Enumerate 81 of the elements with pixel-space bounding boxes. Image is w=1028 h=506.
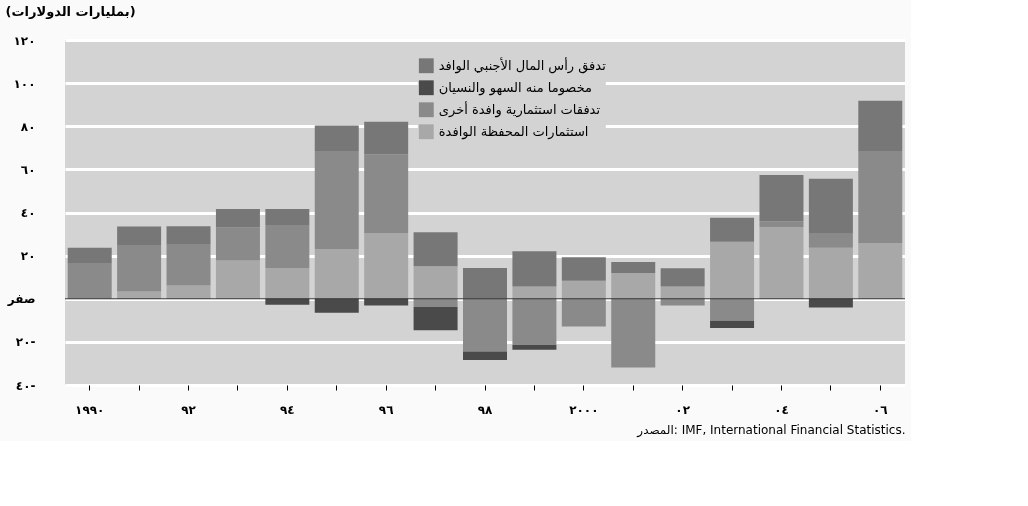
bar [660,268,705,287]
bar [413,266,458,299]
legend-label: مخصوما منه السهو والنسيان [438,79,592,96]
bar [710,217,755,242]
bar [561,298,606,327]
y-tick-label: ١٠٠ [13,76,36,91]
bar [858,151,903,243]
bar [314,125,359,152]
x-tick-label: ٩٦ [378,402,394,417]
bar [660,286,705,299]
bar [463,298,507,352]
y-axis-title: (بمليارات الدولارات) [5,3,136,19]
bar [858,242,903,299]
bar [166,244,211,286]
bar [364,121,409,155]
y-tick-label: ٢٠ [20,249,36,264]
bar [808,247,853,299]
bar [117,245,162,292]
bar [265,225,310,269]
x-tick-label: ٢٠٠٠ [569,402,599,417]
x-tick-label: ٩٨ [477,402,493,417]
bar [759,227,804,299]
x-tick-label: ٠٢ [675,402,691,417]
y-tick-label: صفر [6,292,36,307]
x-tick-label: ٠٤ [774,402,789,417]
bar [117,291,162,299]
bar [710,320,755,329]
x-tick-label: ٩٢ [181,402,197,417]
bar [215,227,260,261]
bar [808,233,853,248]
bar [265,298,310,305]
bar [265,209,310,226]
legend-label: تدفقات استثمارية وافدة أخرى [438,100,601,118]
bar [512,344,557,350]
bar [364,154,409,233]
bar [858,100,903,152]
y-tick-label: ١٢٠ [13,33,36,48]
y-tick-label: ٤٠- [15,378,36,393]
bar [314,298,359,313]
bar [561,280,606,299]
bar [364,298,409,306]
legend-label: تدفق رأس المال الأجنبي الوافد [438,56,607,74]
bar [166,226,211,245]
bar [215,260,260,299]
bar [512,251,557,287]
bar [413,306,458,331]
bar [67,263,112,299]
y-tick-label: ٤٠ [20,206,36,220]
bar [710,241,755,299]
bar [314,248,359,299]
bar [463,351,507,360]
bar [117,226,162,246]
legend-label: استثمارات المحفظة الوافدة [438,123,589,140]
bar [413,232,458,267]
y-tick-label: ٨٠ [20,119,36,134]
bar [166,285,211,299]
x-tick-label: ٩٤ [280,402,295,417]
bar [265,268,310,299]
bar [67,247,112,264]
bar [710,298,755,321]
x-tick-label: ٠٦ [872,402,888,417]
bar [215,209,260,228]
bar [611,298,656,368]
bar [808,298,853,308]
bar [512,286,557,299]
bar [314,151,359,249]
x-tick-label: ١٩٩٠ [75,402,105,417]
bar [611,262,656,274]
bar [364,232,409,299]
bar [759,174,804,222]
bar [808,178,853,234]
bar [463,267,507,299]
bar [759,221,804,228]
bar [413,298,458,307]
bar [660,298,705,306]
text: المصدر: IMF, International Financial Statistics. [636,423,906,438]
bar [561,257,606,281]
y-tick-label: ٢٠- [15,335,36,350]
bar [512,298,557,345]
y-tick-label: ٦٠ [20,162,36,177]
bar [611,273,656,299]
